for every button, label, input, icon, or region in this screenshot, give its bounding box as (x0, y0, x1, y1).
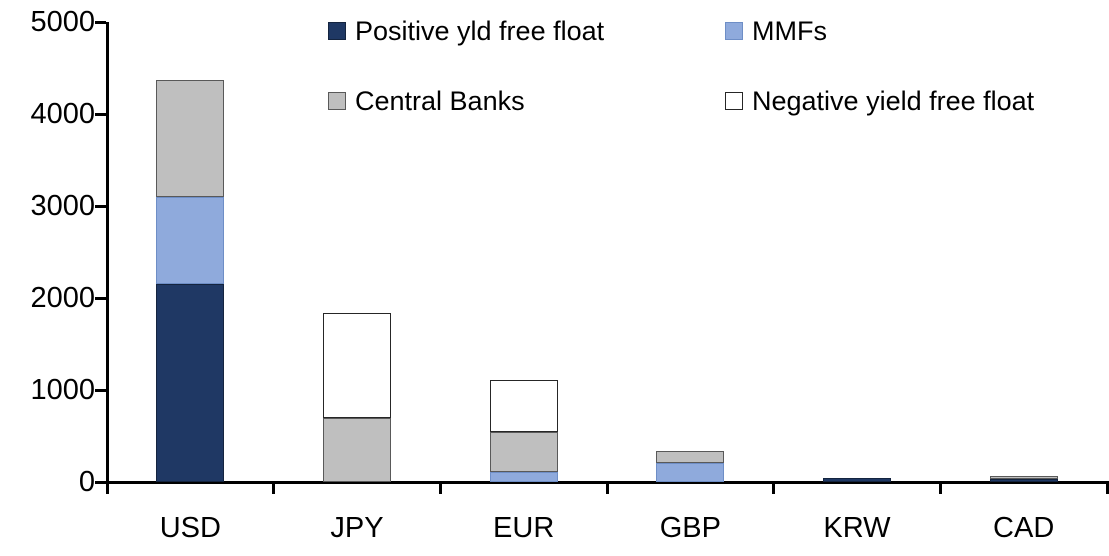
bar-segment-krw-0 (823, 477, 891, 482)
bar-segment-usd-2 (156, 79, 225, 197)
y-axis-tick-label: 2000 (30, 282, 95, 314)
y-axis-tick (94, 20, 106, 24)
y-axis-line (105, 22, 109, 484)
bar-segment-cad-0 (989, 479, 1058, 482)
bar-segment-gbp-1 (656, 462, 725, 482)
legend-swatch-negative-yield-free-float (725, 92, 743, 110)
legend-swatch-mmfs (725, 22, 743, 40)
bar-segment-jpy-3 (323, 312, 391, 418)
x-axis-tick (438, 483, 442, 494)
bar-segment-eur-1 (489, 471, 558, 482)
x-axis-label-krw: KRW (823, 512, 891, 544)
legend-swatch-central-banks (328, 92, 346, 110)
legend-item-central-banks: Central Banks (328, 83, 725, 119)
bar-segment-gbp-2 (656, 451, 725, 463)
y-axis-tick (94, 296, 106, 300)
legend-label: Positive yld free float (355, 16, 605, 46)
y-axis-tick-label: 5000 (30, 6, 95, 38)
legend-label: MMFs (752, 16, 827, 46)
legend-label: Central Banks (355, 86, 525, 116)
x-axis-label-cad: CAD (993, 512, 1055, 544)
y-axis-tick (94, 112, 106, 116)
x-axis-tick (772, 483, 776, 494)
x-axis-label-eur: EUR (493, 512, 555, 544)
y-axis-tick-label: 4000 (30, 98, 95, 130)
x-axis-tick (938, 483, 942, 494)
bar-segment-jpy-2 (323, 417, 391, 482)
x-axis-line (105, 480, 1109, 484)
y-axis-tick (94, 204, 106, 208)
bar-segment-usd-0 (156, 284, 225, 482)
y-axis-tick (94, 388, 106, 392)
y-axis-tick-label: 1000 (30, 374, 95, 406)
x-axis-tick (272, 483, 276, 494)
legend-swatch-positive-yld-free-float (328, 22, 346, 40)
x-axis-label-gbp: GBP (659, 512, 721, 544)
legend-item-negative-yield-free-float: Negative yield free float (725, 83, 1098, 119)
x-axis-tick (1105, 483, 1109, 494)
legend-label: Negative yield free float (752, 86, 1035, 116)
chart-legend: Positive yld free float MMFs Central Ban… (328, 13, 1098, 119)
x-axis-tick (605, 483, 609, 494)
x-axis-label-usd: USD (159, 512, 221, 544)
x-axis-label-jpy: JPY (330, 512, 384, 544)
bar-segment-eur-3 (489, 379, 558, 432)
y-axis-tick-label: 0 (78, 466, 95, 498)
bar-segment-usd-1 (156, 196, 225, 285)
legend-item-positive-yld-free-float: Positive yld free float (328, 13, 725, 49)
y-axis-tick (94, 480, 106, 484)
bar-segment-eur-2 (489, 431, 558, 472)
y-axis-tick-label: 3000 (30, 190, 95, 222)
bar-segment-cad-2 (989, 476, 1058, 480)
legend-item-mmfs: MMFs (725, 13, 1098, 49)
x-axis-tick (105, 483, 109, 494)
